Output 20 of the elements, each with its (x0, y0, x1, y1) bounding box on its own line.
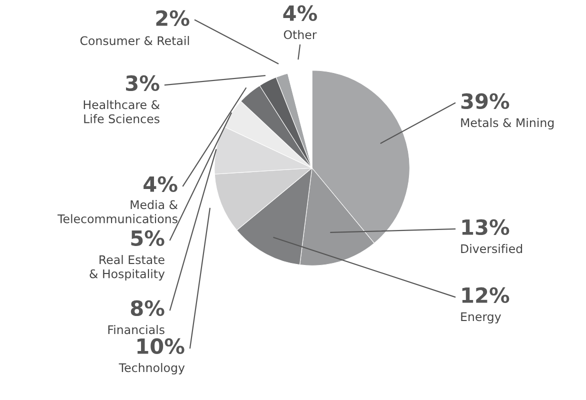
slice-label: Financials (108, 325, 164, 334)
data-label: 12% (462, 287, 510, 304)
slice-label: Technology (118, 363, 185, 374)
data-label: 13% (462, 219, 510, 236)
slice-label: Real Estate & Hospitality (90, 255, 165, 281)
slice-label: Energy (461, 312, 501, 324)
data-label: 4% (283, 5, 318, 22)
slice-label: Other (284, 30, 317, 40)
slice-label: Metals & Mining (461, 118, 554, 130)
data-label: 39% (461, 93, 510, 110)
data-label: 10% (137, 338, 184, 354)
slice-label: Healthcare & Life Sciences (84, 100, 160, 124)
data-label: 8% (130, 300, 164, 316)
data-label: 2% (156, 10, 190, 26)
slice-label: Consumer & Retail (80, 36, 189, 46)
data-label: 5% (131, 230, 164, 246)
data-label: 4% (144, 176, 178, 192)
slice-label: Diversified (461, 244, 522, 254)
data-label: 3% (126, 75, 160, 92)
slice-label: Media & Telecommunications (58, 200, 178, 224)
